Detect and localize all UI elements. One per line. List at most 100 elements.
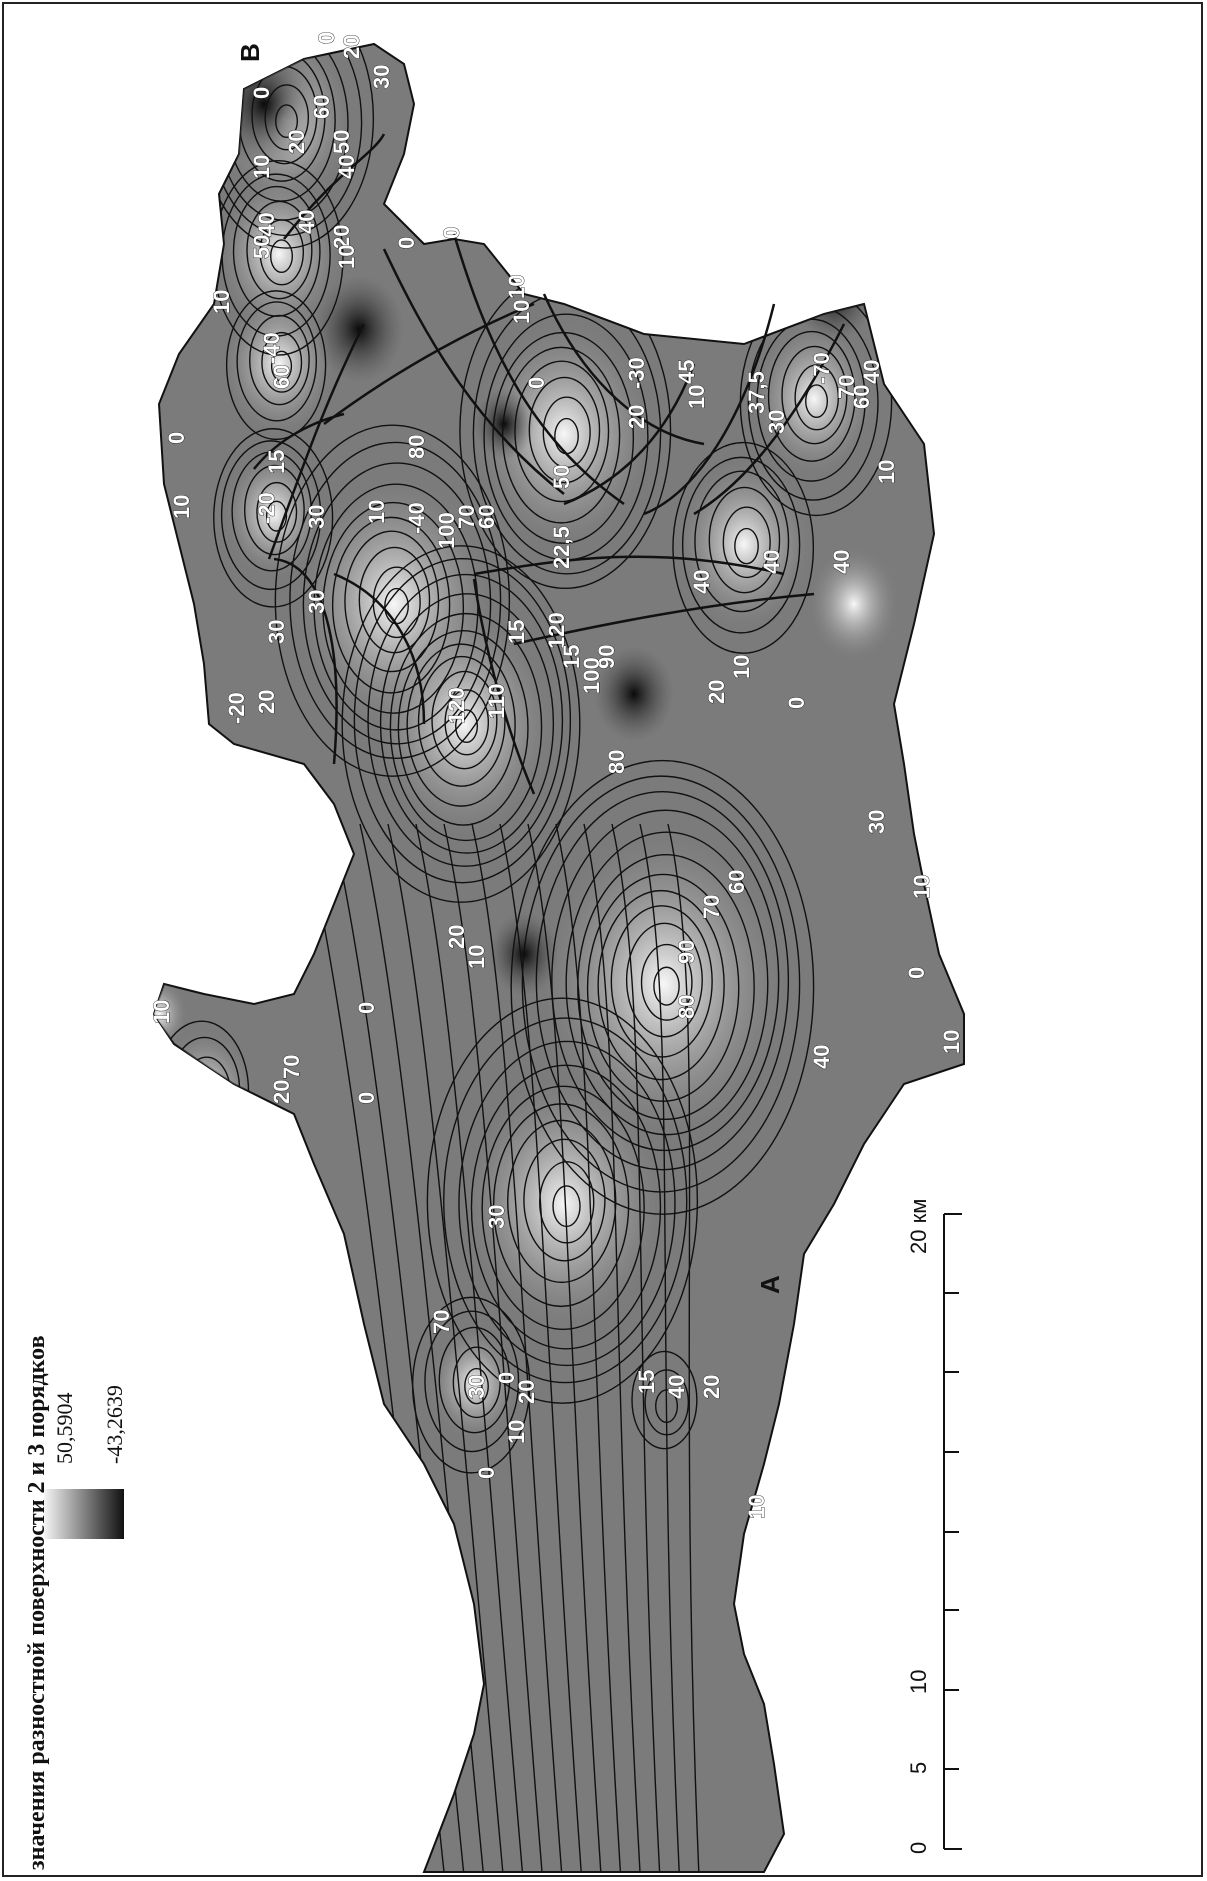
- contour-value-label: 70: [454, 505, 479, 529]
- contour-line: [397, 629, 529, 826]
- contour-value-label: -30: [624, 357, 649, 389]
- contour-line: [274, 424, 511, 777]
- contour-value-label: 20: [704, 680, 729, 704]
- contour-value-label: 10: [684, 385, 709, 409]
- contour-value-label: 0: [439, 227, 464, 239]
- contour-value-label: 15: [504, 620, 529, 644]
- contour-line: [734, 527, 759, 565]
- contour-value-label: 10: [504, 275, 529, 299]
- contour-value-label: 15: [559, 645, 584, 669]
- contour-value-label: 10: [509, 300, 534, 324]
- contour-line: [631, 1350, 698, 1450]
- contour-line: [805, 384, 829, 419]
- contour-line: [528, 376, 601, 484]
- contour-value-label: 60: [474, 505, 499, 529]
- contour-line: [722, 506, 771, 579]
- contour-line: [444, 689, 490, 756]
- contour-line: [767, 330, 856, 462]
- contour-line: [389, 612, 543, 842]
- contour-line: [353, 557, 572, 884]
- contour-value-label: 20: [339, 35, 364, 59]
- contour-line: [455, 709, 479, 744]
- high-anomaly: [810, 548, 898, 660]
- contour-line: [625, 922, 703, 1038]
- contour-line: [182, 1056, 231, 1129]
- contour-line: [501, 346, 621, 524]
- contour-line: [302, 462, 492, 745]
- trend-axis: [472, 578, 536, 795]
- contour-line: [426, 997, 699, 1404]
- contour-line: [443, 1017, 688, 1384]
- trend-axis: [283, 133, 386, 240]
- contour-value-label: 80: [404, 435, 429, 459]
- contour-line: [264, 84, 310, 151]
- contour-line: [246, 200, 313, 300]
- contour-value-label: 20: [624, 405, 649, 429]
- contour-line: [265, 500, 288, 532]
- contour-value-label: 0: [524, 377, 549, 389]
- contour-value-label: 50: [329, 130, 354, 154]
- contour-value-label: 120: [544, 612, 569, 649]
- trend-axis: [267, 323, 366, 560]
- low-anomaly: [474, 388, 534, 460]
- contour-line: [443, 823, 543, 1872]
- contour-line: [256, 481, 298, 543]
- contour-line: [597, 889, 725, 1081]
- contour-line: [667, 823, 700, 1872]
- high-anomaly: [218, 177, 340, 331]
- contour-value-label: 10: [249, 155, 274, 179]
- contour-line: [387, 823, 504, 1872]
- contour-line: [639, 823, 680, 1872]
- contour-value-label: 0: [164, 432, 189, 444]
- trend-axis: [273, 557, 338, 765]
- contour-line: [244, 464, 305, 556]
- high-anomaly: [543, 830, 785, 1138]
- contour-line: [261, 331, 303, 393]
- contour-line: [653, 966, 680, 1006]
- scale-bar: 0 5 10 20 км: [906, 1199, 962, 1854]
- contour-line: [794, 364, 840, 431]
- contour-value-label: 90: [674, 940, 699, 964]
- contour-line: [275, 104, 299, 139]
- contour-value-label: 10: [209, 290, 234, 314]
- contour-value-label: 0: [354, 1002, 379, 1014]
- contour-value-label: 10: [504, 1420, 529, 1444]
- low-anomaly: [794, 246, 874, 342]
- contour-line: [781, 345, 848, 445]
- trend-axis: [643, 303, 776, 516]
- contour-line: [694, 470, 790, 613]
- contour-value-label: 20: [254, 690, 279, 714]
- contour-line: [499, 823, 582, 1872]
- contour-value-label: 10: [909, 875, 934, 899]
- contour-line: [431, 670, 498, 770]
- contour-line: [331, 516, 451, 694]
- contour-line: [406, 643, 516, 807]
- trend-axis: [473, 555, 785, 576]
- contour-value-label: 10: [874, 460, 899, 484]
- contour-value-label: 15: [634, 1370, 659, 1394]
- contour-value-label: 30: [464, 1375, 489, 1399]
- contour-line: [708, 486, 781, 594]
- contour-value-label: 20: [269, 1080, 294, 1104]
- contour-line: [471, 823, 563, 1872]
- contour-value-label: 60: [849, 385, 874, 409]
- contour-line: [225, 290, 327, 441]
- contour-value-label: 40: [809, 1045, 834, 1069]
- contour-line: [270, 350, 293, 382]
- legend: значения разностной поверхности 2 и 3 по…: [24, 1335, 127, 1870]
- contour-value-label: 22,5: [549, 526, 574, 569]
- scale-tick-5: 5: [906, 1762, 931, 1774]
- contour-value-label: 0: [314, 32, 339, 44]
- high-anomaly: [753, 322, 875, 476]
- contour-value-label: -40: [259, 332, 284, 364]
- trend-axis: [542, 293, 705, 446]
- profile-start-label: А: [755, 1275, 785, 1294]
- contour-value-label: 40: [294, 210, 319, 234]
- scale-tick-10: 10: [906, 1670, 931, 1694]
- contour-line: [379, 593, 555, 854]
- trend-axis: [253, 412, 345, 470]
- contour-value-label: 20: [329, 225, 354, 249]
- contour-value-label: 10: [169, 495, 194, 519]
- contour-value-label: 90: [594, 645, 619, 669]
